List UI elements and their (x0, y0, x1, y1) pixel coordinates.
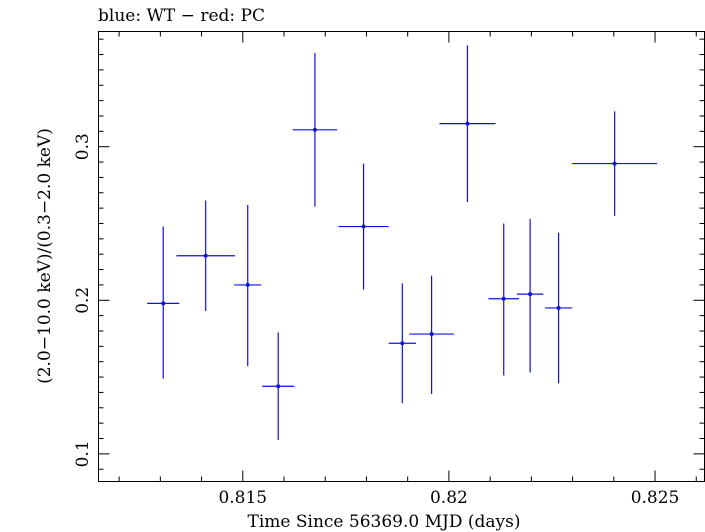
data-marker (501, 296, 506, 301)
data-marker (161, 301, 166, 306)
data-marker (612, 161, 617, 166)
data-marker (556, 305, 561, 310)
data-point (234, 205, 262, 367)
data-point (176, 200, 235, 312)
data-point (388, 283, 416, 404)
x-tick-label: 0.815 (218, 488, 267, 508)
x-tick-label: 0.82 (430, 488, 468, 508)
data-marker (528, 292, 533, 297)
data-marker (429, 332, 434, 337)
data-series-wt (147, 45, 658, 441)
data-marker (312, 127, 317, 132)
data-marker (245, 282, 250, 287)
axis-ticks (98, 31, 705, 482)
data-point (338, 163, 389, 290)
data-marker (203, 253, 208, 258)
data-point (488, 223, 519, 376)
data-marker (400, 341, 405, 346)
data-marker (361, 224, 366, 229)
data-point (262, 332, 295, 441)
axis-tick-labels: 0.815 0.82 0.825 0.1 0.2 0.3 (73, 133, 679, 508)
data-marker (465, 121, 470, 126)
y-tick-label: 0.1 (73, 440, 93, 467)
y-tick-label: 0.2 (73, 287, 93, 314)
y-axis-label: (2.0−10.0 keV)/(0.3−2.0 keV) (35, 128, 55, 384)
data-point (439, 45, 496, 202)
data-point (516, 218, 544, 373)
chart-title: blue: WT − red: PC (98, 6, 265, 26)
plot-frame (98, 31, 705, 482)
y-tick-label: 0.3 (73, 133, 93, 160)
data-point (544, 232, 573, 384)
data-point (292, 53, 338, 207)
data-marker (276, 384, 281, 389)
x-axis-label: Time Since 56369.0 MJD (days) (248, 512, 521, 532)
data-point (572, 111, 658, 216)
x-tick-label: 0.825 (631, 488, 680, 508)
data-point (147, 226, 180, 379)
data-point (409, 275, 454, 394)
